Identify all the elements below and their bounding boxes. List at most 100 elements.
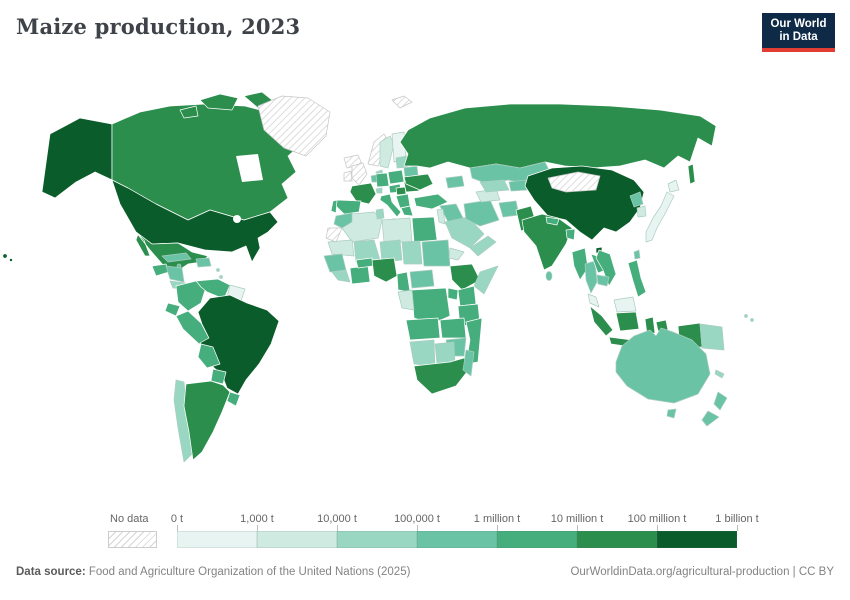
country-hispaniola[interactable] bbox=[195, 257, 212, 268]
country-uruguay[interactable] bbox=[226, 391, 241, 407]
country-niger[interactable] bbox=[379, 239, 403, 263]
legend-bin-2[interactable] bbox=[337, 531, 417, 548]
country-malaysia-borneo[interactable] bbox=[613, 296, 637, 313]
country-portugal[interactable] bbox=[330, 199, 338, 214]
country-argentina[interactable] bbox=[183, 380, 231, 461]
country-lesser-antilles[interactable] bbox=[219, 275, 223, 279]
country-uganda[interactable] bbox=[447, 287, 459, 301]
country-fiji[interactable] bbox=[750, 318, 754, 322]
legend-bin-6[interactable] bbox=[657, 531, 737, 548]
country-lesser-antilles[interactable] bbox=[216, 268, 220, 272]
country-philippines[interactable] bbox=[627, 259, 647, 298]
country-sweden[interactable] bbox=[379, 135, 395, 169]
country-zambia[interactable] bbox=[439, 317, 467, 339]
country-russia[interactable] bbox=[399, 103, 717, 169]
legend-bin-4[interactable] bbox=[497, 531, 577, 548]
country-alaska[interactable] bbox=[41, 117, 113, 199]
country-gabon-congo[interactable] bbox=[397, 289, 415, 311]
country-turkey[interactable] bbox=[413, 193, 449, 210]
country-central-african-rep[interactable] bbox=[409, 269, 435, 289]
country-namibia[interactable] bbox=[409, 339, 436, 367]
country-spain[interactable] bbox=[335, 199, 362, 215]
legend-bin-0[interactable] bbox=[177, 531, 257, 548]
country-switzerland[interactable] bbox=[375, 187, 383, 194]
country-kenya[interactable] bbox=[457, 285, 477, 307]
country-afghanistan[interactable] bbox=[498, 200, 520, 218]
country-japan[interactable] bbox=[645, 179, 680, 243]
country-honduras-nicaragua[interactable] bbox=[165, 265, 185, 283]
country-hawaii[interactable] bbox=[2, 253, 8, 259]
country-burkina-faso[interactable] bbox=[355, 257, 374, 269]
owid-logo[interactable]: Our World in Data bbox=[762, 13, 835, 52]
country-israel-jordan[interactable] bbox=[436, 208, 446, 225]
country-new-caledonia[interactable] bbox=[714, 369, 725, 379]
country-cameroon[interactable] bbox=[396, 271, 411, 293]
country-chile[interactable] bbox=[173, 379, 193, 463]
country-ukraine[interactable] bbox=[403, 173, 434, 191]
country-australia[interactable] bbox=[615, 327, 711, 404]
country-bolivia[interactable] bbox=[197, 343, 221, 369]
country-sri-lanka[interactable] bbox=[545, 271, 553, 281]
country-caucasus[interactable] bbox=[445, 175, 465, 189]
country-bangladesh[interactable] bbox=[565, 228, 576, 241]
footer-attribution-link[interactable]: OurWorldinData.org/agricultural-producti… bbox=[570, 566, 834, 578]
country-arabian-south[interactable] bbox=[469, 235, 497, 257]
country-taiwan[interactable] bbox=[633, 249, 641, 260]
country-angola[interactable] bbox=[405, 317, 441, 341]
country-nepal[interactable] bbox=[545, 216, 560, 226]
legend-bin-5[interactable] bbox=[577, 531, 657, 548]
country-libya[interactable] bbox=[381, 217, 413, 243]
country-papua-new-guinea[interactable] bbox=[699, 323, 725, 351]
country-ethiopia[interactable] bbox=[449, 263, 481, 291]
country-north-korea[interactable] bbox=[629, 191, 644, 208]
country-senegal-guinea[interactable] bbox=[323, 253, 347, 273]
country-cambodia[interactable] bbox=[596, 274, 610, 287]
country-svalbard[interactable] bbox=[391, 95, 413, 109]
country-balkans[interactable] bbox=[395, 193, 411, 209]
country-eritrea[interactable] bbox=[448, 247, 465, 261]
country-fiji[interactable] bbox=[744, 314, 748, 318]
country-cuba[interactable] bbox=[161, 252, 192, 263]
country-france[interactable] bbox=[349, 182, 377, 205]
country-egypt[interactable] bbox=[411, 216, 438, 243]
country-paraguay[interactable] bbox=[210, 368, 227, 385]
country-madagascar[interactable] bbox=[462, 349, 475, 377]
country-nigeria[interactable] bbox=[371, 257, 398, 283]
country-ecuador[interactable] bbox=[164, 302, 181, 317]
country-malaysia[interactable] bbox=[587, 293, 600, 308]
country-sierra-liberia[interactable] bbox=[331, 269, 351, 283]
country-poland[interactable] bbox=[387, 169, 405, 185]
country-germany[interactable] bbox=[375, 172, 390, 188]
country-ireland[interactable] bbox=[343, 170, 353, 182]
country-benelux[interactable] bbox=[370, 174, 378, 183]
country-thailand[interactable] bbox=[584, 260, 598, 294]
country-greenland[interactable] bbox=[257, 95, 331, 157]
legend-no-data-swatch[interactable] bbox=[108, 531, 157, 548]
country-vietnam[interactable] bbox=[595, 249, 617, 287]
country-hawaii[interactable] bbox=[9, 258, 13, 262]
country-sudan[interactable] bbox=[421, 239, 451, 267]
country-algeria[interactable] bbox=[341, 211, 383, 243]
country-tasmania[interactable] bbox=[666, 408, 677, 419]
country-mongolia[interactable] bbox=[547, 171, 601, 193]
country-south-korea[interactable] bbox=[636, 205, 647, 218]
country-myanmar[interactable] bbox=[571, 247, 589, 281]
country-greece[interactable] bbox=[400, 205, 414, 217]
country-south-africa[interactable] bbox=[413, 357, 471, 395]
country-ivory-ghana[interactable] bbox=[349, 265, 371, 285]
country-chad[interactable] bbox=[401, 240, 423, 265]
country-india[interactable] bbox=[521, 213, 573, 271]
country-sakhalin[interactable] bbox=[687, 163, 696, 185]
country-kyrgyz-tajik[interactable] bbox=[508, 179, 528, 192]
country-tunisia[interactable] bbox=[375, 208, 385, 220]
country-somalia[interactable] bbox=[473, 265, 499, 295]
legend-bin-1[interactable] bbox=[257, 531, 337, 548]
legend-bin-3[interactable] bbox=[417, 531, 497, 548]
country-saudi-arabia[interactable] bbox=[444, 216, 485, 249]
country-mauritania[interactable] bbox=[327, 239, 355, 257]
country-botswana[interactable] bbox=[434, 341, 456, 365]
country-new-zealand[interactable] bbox=[701, 391, 728, 427]
country-hungary[interactable] bbox=[395, 186, 407, 196]
country-brazil[interactable] bbox=[197, 294, 280, 395]
country-united-kingdom[interactable] bbox=[351, 162, 368, 186]
